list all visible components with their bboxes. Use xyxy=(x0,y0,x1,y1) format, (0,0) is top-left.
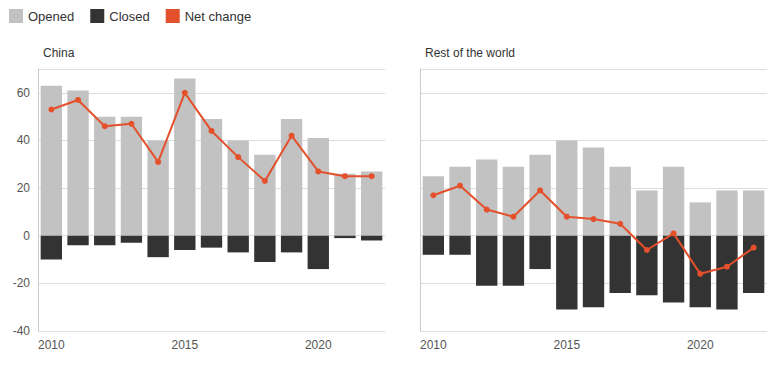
svg-text:0: 0 xyxy=(23,229,30,243)
svg-text:2020: 2020 xyxy=(305,338,332,352)
svg-text:2010: 2010 xyxy=(420,338,447,352)
svg-text:2015: 2015 xyxy=(171,338,198,352)
svg-text:2015: 2015 xyxy=(553,338,580,352)
svg-text:60: 60 xyxy=(17,86,31,100)
svg-text:-20: -20 xyxy=(13,276,31,290)
svg-text:Opened: Opened xyxy=(28,9,74,24)
svg-text:-40: -40 xyxy=(13,324,31,338)
svg-text:Closed: Closed xyxy=(109,9,149,24)
svg-text:20: 20 xyxy=(17,181,31,195)
svg-text:China: China xyxy=(43,46,75,60)
svg-text:2010: 2010 xyxy=(38,338,65,352)
svg-text:2020: 2020 xyxy=(687,338,714,352)
svg-text:40: 40 xyxy=(17,133,31,147)
svg-text:Net change: Net change xyxy=(185,9,252,24)
svg-text:Rest of the world: Rest of the world xyxy=(425,46,515,60)
